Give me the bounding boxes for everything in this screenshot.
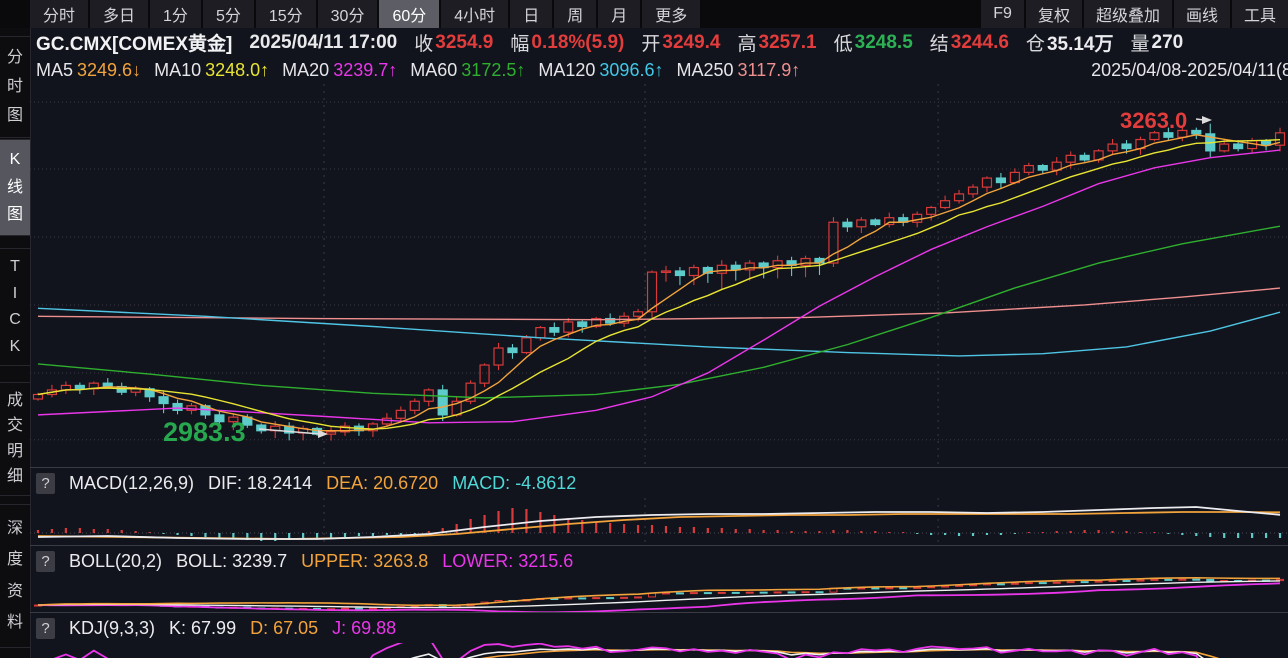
help-icon[interactable]: ? <box>36 472 55 494</box>
svg-text:2983.3: 2983.3 <box>163 417 246 447</box>
quote-bar: GC.CMX[COMEX黄金] 2025/04/11 17:00 收 3254.9… <box>30 28 1288 57</box>
quote-field: 结 3244.6 <box>929 31 1009 56</box>
sidebar-item-depth[interactable]: 深度资料 <box>0 504 30 648</box>
macd-chart[interactable] <box>30 498 1288 545</box>
help-icon[interactable]: ? <box>36 617 55 639</box>
boll-label: BOLL(20,2) <box>69 550 163 571</box>
adjust-button[interactable]: 复权 <box>1023 0 1082 28</box>
tab-4hour[interactable]: 4小时 <box>441 0 511 28</box>
top-toolbar: 分时 多日 1分 5分 15分 30分 60分 4小时日周月更多 F9 复权 超级叠加 画线 工具 <box>0 0 1288 28</box>
help-icon[interactable]: ? <box>36 550 55 572</box>
kdj-chart[interactable] <box>30 643 1288 658</box>
symbol-title: GC.CMX[COMEX黄金] <box>36 34 233 55</box>
boll-header: ? BOLL(20,2) BOLL: 3239.7 UPPER: 3263.8 LO… <box>30 545 1288 576</box>
ma-legend-items: MA5 3249.6↓ MA10 3248.0↑ MA20 3239.7↑ MA60 3172… <box>36 60 800 81</box>
tab-multi-day[interactable]: 多日 <box>90 0 151 28</box>
tab-month[interactable]: 月 <box>598 0 643 28</box>
super-overlay-button[interactable]: 超级叠加 <box>1081 0 1172 28</box>
f9-button[interactable]: F9 <box>979 0 1024 28</box>
quote-field: 仓 35.14万 <box>1025 34 1114 55</box>
tab-day[interactable]: 日 <box>510 0 555 28</box>
tab-60min[interactable]: 60分 <box>379 0 442 28</box>
macd-label: MACD(12,26,9) <box>69 472 195 493</box>
ma-legend-item: MA250 3117.9↑ <box>676 60 801 80</box>
kdj-header: ? KDJ(9,3,3) K: 67.99 D: 67.05 J: 69.88 <box>30 612 1288 643</box>
tab-week[interactable]: 周 <box>554 0 599 28</box>
ma-legend-bar: MA5 3249.6↓ MA10 3248.0↑ MA20 3239.7↑ MA60 3172… <box>30 57 1288 84</box>
tab-more[interactable]: 更多 <box>642 0 703 28</box>
quote-field: 量 270 <box>1130 31 1184 56</box>
toolbar-right-buttons: F9 复权 超级叠加 画线 工具 <box>979 0 1288 28</box>
quote-datetime: 2025/04/11 17:00 <box>249 31 398 53</box>
macd-header: ? MACD(12,26,9) DIF: 18.2414 DEA: 20.6720… <box>30 467 1288 498</box>
quote-field: 收 3254.9 <box>414 31 494 56</box>
quote-fields: 收 3254.9 幅 0.18%(5.9) 开 3249.4 高 3257.1 低 3248.5 结… <box>414 29 1183 56</box>
visible-date-range: 2025/04/08-2025/04/11(8 <box>1091 60 1288 80</box>
kdj-params: K: 67.99 D: 67.05 J: 69.88 <box>169 617 397 638</box>
ma-legend-item: MA10 3248.0↑ <box>154 60 270 80</box>
sidebar-divider <box>30 28 31 658</box>
boll-chart[interactable] <box>30 576 1288 612</box>
quote-field: 高 3257.1 <box>737 31 817 56</box>
tab-15min[interactable]: 15分 <box>255 0 318 28</box>
tab-1min[interactable]: 1分 <box>150 0 203 28</box>
ma-legend-item: MA20 3239.7↑ <box>282 60 398 80</box>
ma-legend-item: MA60 3172.5↑ <box>410 60 526 80</box>
svg-text:3263.0: 3263.0 <box>1120 108 1187 133</box>
boll-params: BOLL: 3239.7 UPPER: 3263.8 LOWER: 3215.6 <box>176 550 574 571</box>
timeframe-tabs: 分时 多日 1分 5分 15分 30分 60分 4小时日周月更多 <box>30 0 703 28</box>
ma-legend-item: MA120 3096.6↑ <box>538 60 664 80</box>
quote-field: 低 3248.5 <box>833 31 913 56</box>
tab-5min[interactable]: 5分 <box>202 0 256 28</box>
draw-line-button[interactable]: 画线 <box>1171 0 1230 28</box>
macd-params: DIF: 18.2414 DEA: 20.6720 MACD: -4.8612 <box>208 472 577 493</box>
kline-chart[interactable]: 3263.0 2983.3 <box>30 84 1288 467</box>
kdj-label: KDJ(9,3,3) <box>69 617 156 638</box>
ma-legend-item: MA5 3249.6↓ <box>36 60 142 80</box>
tools-button[interactable]: 工具 <box>1229 0 1288 28</box>
quote-field: 开 3249.4 <box>641 31 721 56</box>
sidebar-item-time-share[interactable]: 分时图 <box>0 36 30 138</box>
tab-30min[interactable]: 30分 <box>317 0 380 28</box>
sidebar-item-trade-detail[interactable]: 成交明细 <box>0 382 30 496</box>
tab-time-share[interactable]: 分时 <box>30 0 91 28</box>
quote-field: 幅 0.18%(5.9) <box>510 31 625 56</box>
